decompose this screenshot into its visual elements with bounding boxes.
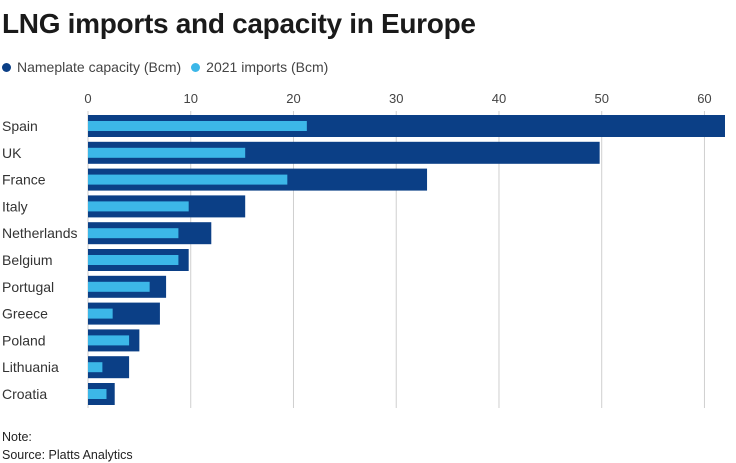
x-tick-label-40: 40 (492, 91, 506, 106)
category-label-belgium: Belgium (2, 252, 53, 268)
x-tick-label-30: 30 (389, 91, 403, 106)
legend-label-capacity: Nameplate capacity (Bcm) (17, 59, 182, 75)
bar-chart: 0 10 20 30 40 50 60 Spain UK France Italy Netherlan… (2, 91, 725, 408)
bar-imports-portugal (88, 281, 150, 292)
x-tick-label-20: 20 (286, 91, 300, 106)
bar-imports-uk (88, 147, 246, 158)
chart-title: LNG imports and capacity in Europe (2, 8, 476, 39)
legend: Nameplate capacity (Bcm) 2021 imports (B… (2, 59, 338, 75)
bar-imports-belgium (88, 255, 179, 265)
bar-capacity-greece (88, 302, 160, 325)
category-label-italy: Italy (2, 198, 28, 214)
x-tick-label-10: 10 (184, 91, 198, 106)
bar-capacity-spain (88, 115, 725, 137)
category-label-greece: Greece (2, 306, 48, 322)
legend-swatch-imports (191, 62, 201, 72)
legend-swatch-capacity (2, 62, 11, 72)
bar-imports-greece (88, 308, 113, 319)
bar-imports-croatia (88, 389, 107, 399)
category-label-spain: Spain (2, 118, 38, 134)
bar-capacity-lithuania (88, 356, 130, 379)
category-label-poland: Poland (2, 332, 46, 348)
legend-label-imports: 2021 imports (Bcm) (206, 59, 329, 75)
bar-imports-italy (88, 201, 189, 212)
bar-imports-netherlands (88, 228, 179, 239)
legend-item-capacity: Nameplate capacity (Bcm) (2, 59, 181, 75)
x-tick-label-0: 0 (84, 91, 91, 106)
x-tick-label-60: 60 (697, 91, 711, 106)
legend-item-imports: 2021 imports (Bcm) (191, 59, 328, 75)
category-label-uk: UK (2, 145, 22, 161)
category-label-portugal: Portugal (2, 279, 54, 295)
bar-imports-spain (88, 121, 307, 131)
category-label-lithuania: Lithuania (2, 359, 59, 375)
category-label-croatia: Croatia (2, 386, 47, 402)
bar-capacity-uk (88, 141, 600, 164)
footer-source: Source: Platts Analytics (2, 448, 133, 462)
category-label-netherlands: Netherlands (2, 225, 78, 241)
footer-note: Note: (2, 430, 32, 444)
bar-imports-france (88, 174, 288, 185)
x-tick-label-50: 50 (594, 91, 608, 106)
category-label-france: France (2, 172, 46, 188)
bar-imports-lithuania (88, 362, 103, 373)
bar-imports-poland (88, 335, 130, 346)
